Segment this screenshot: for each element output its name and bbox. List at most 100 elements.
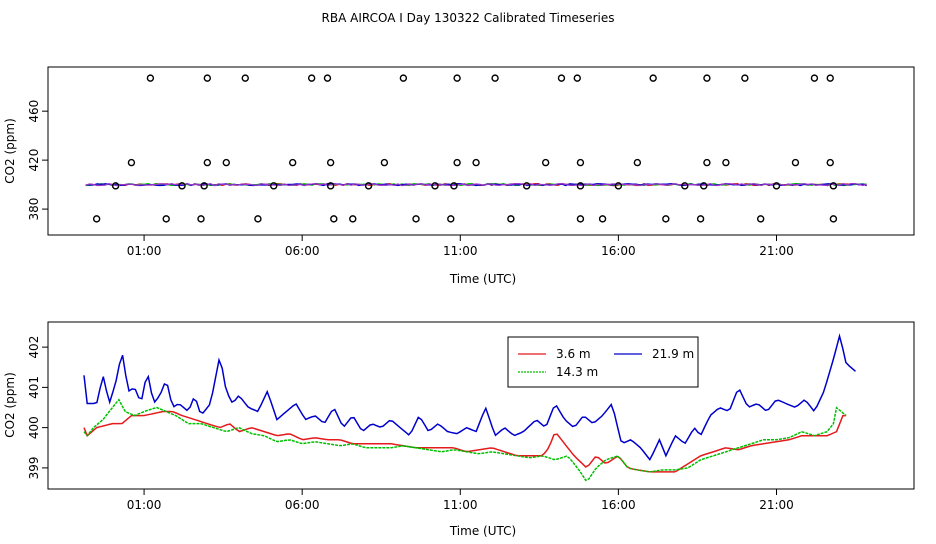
bottom-y-tick-label: 399: [27, 456, 41, 479]
top-x-tick-label: 11:00: [443, 244, 478, 258]
top-data-point: [756, 215, 765, 223]
bottom-y-tick-label: 402: [27, 336, 41, 359]
top-y-tick-label: 420: [27, 149, 41, 172]
top-data-point: [826, 158, 834, 167]
bottom-panel: 01:00 06:00 11:00 16:00 21:00 399 400 401 402 T…: [3, 321, 915, 538]
legend-label-3-6m: 3.6 m: [556, 347, 591, 361]
top-data-point: [614, 182, 623, 190]
top-data-point: [197, 215, 205, 223]
top-x-axis-label: Time (UTC): [449, 272, 516, 286]
top-data-point: [450, 182, 458, 190]
top-data-point: [576, 215, 585, 223]
top-data-point: [649, 74, 657, 82]
bottom-x-axis-label: Time (UTC): [449, 524, 516, 538]
bottom-series-14-3-m: [83, 398, 847, 482]
top-data-point: [349, 215, 357, 223]
bottom-plot-frame: [47, 321, 915, 490]
top-data-point: [522, 182, 531, 190]
top-data-point: [573, 74, 581, 82]
top-data-point: [412, 215, 420, 223]
top-series-line-3: [85, 182, 867, 187]
top-data-point: [447, 215, 455, 223]
bottom-x-tick-label: 01:00: [127, 498, 162, 512]
top-data-point: [557, 74, 566, 82]
top-data-point: [241, 74, 249, 82]
top-data-point: [146, 74, 155, 82]
bottom-x-tick-label: 21:00: [759, 498, 794, 512]
top-data-point: [330, 215, 338, 223]
top-data-point: [722, 158, 730, 167]
top-data-point: [254, 215, 262, 223]
top-data-point: [633, 158, 642, 167]
bottom-series-3-6-m: [83, 410, 847, 473]
bottom-x-axis: 01:00 06:00 11:00 16:00 21:00: [127, 489, 794, 512]
top-data-point: [772, 182, 781, 190]
bottom-x-tick-label: 11:00: [443, 498, 478, 512]
top-data-point: [829, 215, 838, 223]
top-data-point: [200, 182, 208, 190]
top-data-point: [541, 158, 550, 167]
top-data-point: [323, 74, 332, 82]
top-data-point: [453, 74, 461, 82]
top-data-point: [791, 158, 800, 167]
bottom-x-tick-label: 16:00: [601, 498, 636, 512]
top-data-point: [270, 182, 278, 190]
top-data-point: [431, 182, 439, 190]
legend-label-21-9m: 21.9 m: [652, 347, 694, 361]
top-data-point: [380, 158, 389, 167]
bottom-x-tick-label: 06:00: [285, 498, 320, 512]
top-data-point: [662, 215, 670, 223]
top-data-point: [472, 158, 480, 167]
top-data-point: [326, 158, 335, 167]
top-data-point: [576, 158, 585, 167]
top-panel: 01:00 06:00 11:00 16:00 21:00 380 420 460 Time…: [3, 66, 915, 286]
top-x-tick-label: 06:00: [285, 244, 320, 258]
top-data-point: [598, 215, 607, 223]
top-data-point: [681, 182, 689, 190]
legend-box: [507, 336, 699, 388]
top-data-point: [700, 182, 708, 190]
bottom-y-axis: 399 400 401 402: [27, 336, 48, 479]
top-y-axis: 380 420 460: [27, 100, 48, 221]
top-y-tick-label: 380: [27, 198, 41, 221]
top-data-point: [399, 74, 408, 82]
top-data-point: [491, 74, 499, 82]
top-data-point: [741, 74, 749, 82]
top-y-tick-label: 460: [27, 100, 41, 123]
top-data-point: [162, 215, 170, 223]
top-data-point: [222, 158, 230, 167]
top-data-point: [507, 215, 515, 223]
top-data-point: [703, 158, 711, 167]
top-data-point: [111, 182, 120, 190]
top-data-point: [178, 182, 186, 190]
top-data-point: [203, 74, 212, 82]
top-x-tick-label: 21:00: [759, 244, 794, 258]
legend: 3.6 m 14.3 m 21.9 m: [507, 336, 699, 388]
legend-label-14-3m: 14.3 m: [556, 365, 598, 379]
top-data-point: [364, 182, 373, 190]
top-data-point: [453, 158, 461, 167]
top-series-group: [85, 182, 867, 187]
top-data-point: [826, 74, 834, 82]
top-data-point: [288, 158, 297, 167]
top-plot-frame: [47, 66, 915, 236]
top-x-tick-label: 16:00: [601, 244, 636, 258]
bottom-y-tick-label: 400: [27, 416, 41, 439]
top-data-point: [92, 215, 101, 223]
bottom-y-axis-label: CO2 (ppm): [3, 372, 17, 438]
top-y-axis-label: CO2 (ppm): [3, 118, 17, 184]
top-data-point: [810, 74, 819, 82]
bottom-y-tick-label: 401: [27, 376, 41, 399]
top-data-point: [829, 182, 838, 190]
top-data-point: [307, 74, 316, 82]
top-x-tick-label: 01:00: [127, 244, 162, 258]
top-data-point: [127, 158, 136, 167]
top-data-point: [576, 182, 585, 190]
top-data-point: [203, 158, 212, 167]
chart-title: RBA AIRCOA I Day 130322 Calibrated Times…: [322, 11, 615, 25]
top-data-point: [703, 74, 711, 82]
bottom-series-21-9-m: [83, 333, 856, 461]
top-data-point: [696, 215, 705, 223]
